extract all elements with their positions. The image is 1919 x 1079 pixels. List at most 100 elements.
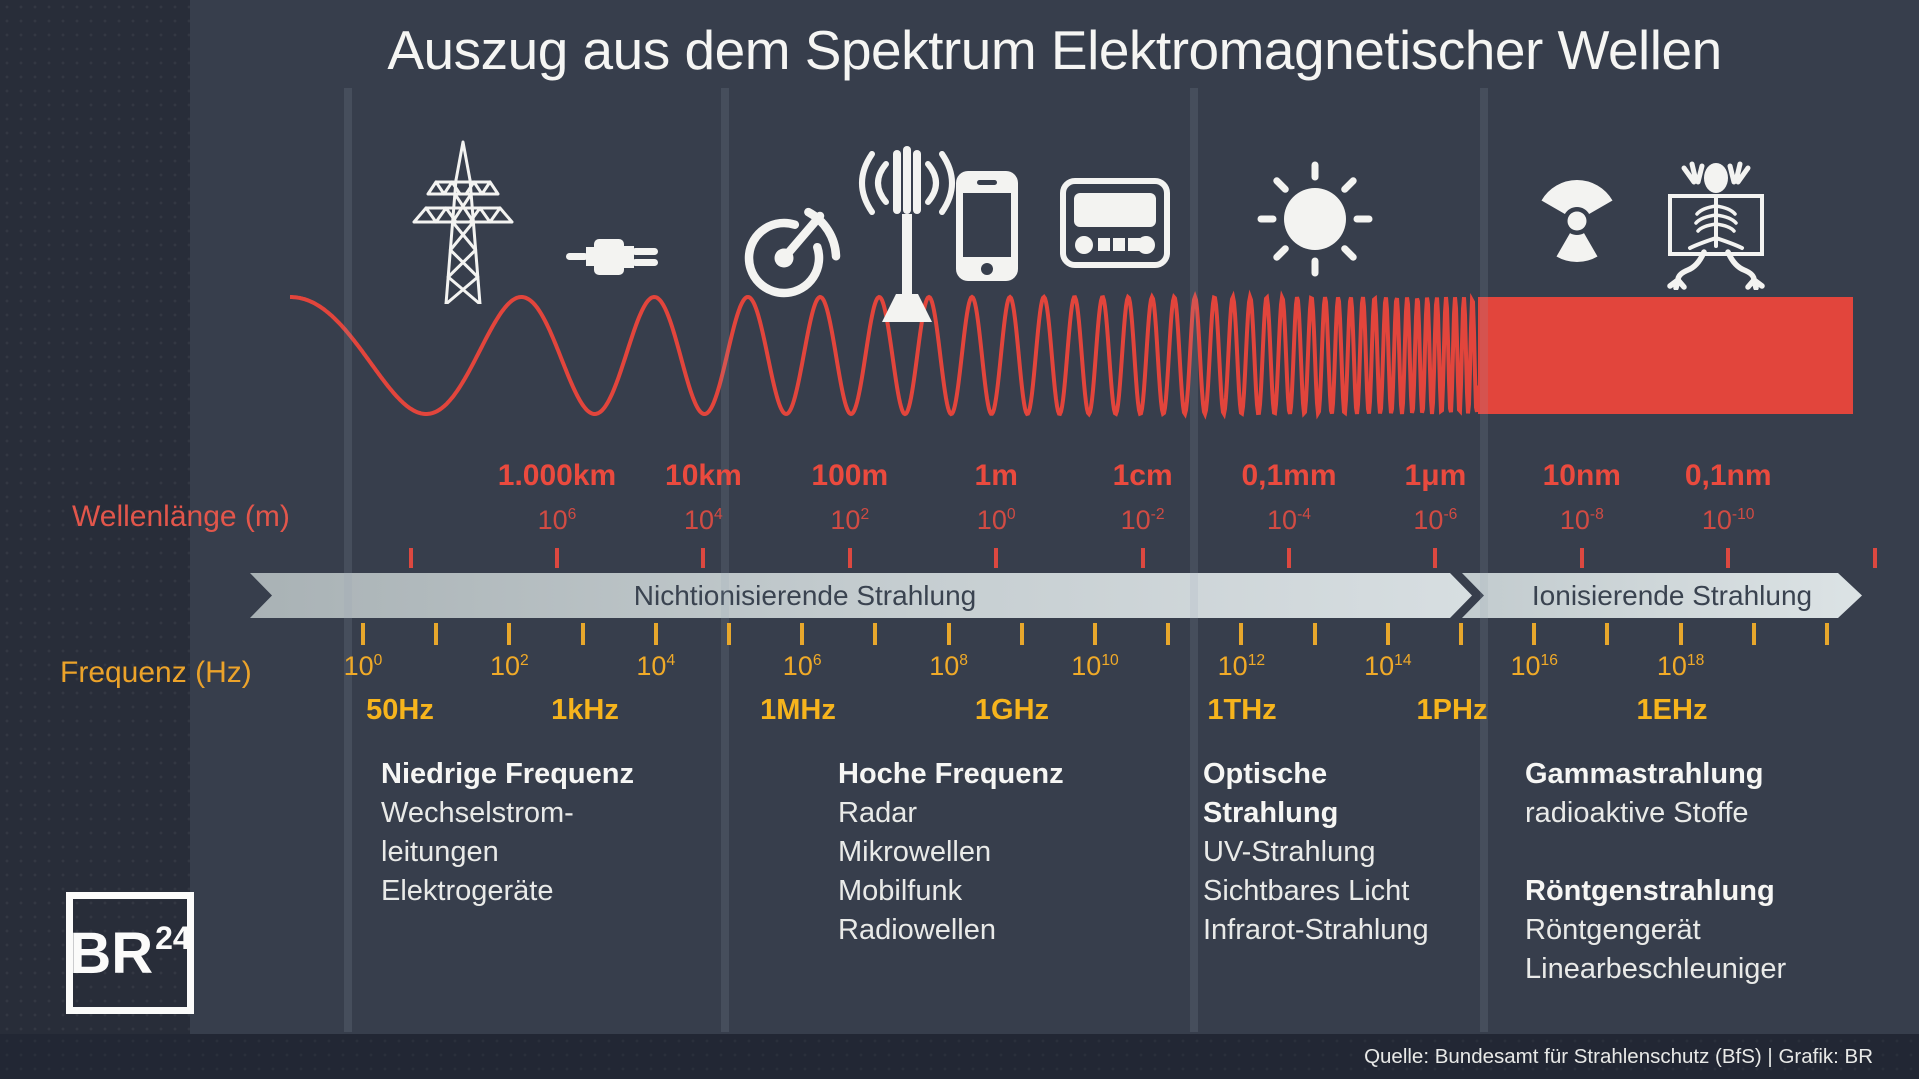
frequency-milestone: 1EHz — [1636, 694, 1708, 726]
wavelength-power: 104 — [684, 505, 723, 535]
wavelength-value: 0,1mm — [1241, 459, 1337, 492]
radio-icon — [1060, 178, 1170, 268]
band-ionizing-label: Ionisierende Strahlung — [1531, 580, 1813, 611]
wavelength-tick — [1287, 548, 1291, 568]
wavelength-axis-label: Wellenlänge (m) — [72, 500, 290, 533]
band-nonionizing-label: Nichtionisierende Strahlung — [633, 580, 977, 611]
category-title: Niedrige Frequenz — [381, 758, 634, 790]
frequency-axis-label: Frequenz (Hz) — [60, 656, 252, 689]
frequency-tick — [946, 623, 951, 645]
category-block: Gammastrahlung radioaktive Stoffe Röntgens… — [1525, 755, 1786, 989]
frequency-power: 100 — [343, 651, 383, 681]
category-title: Röntgenstrahlung — [1525, 875, 1775, 907]
br24-logo: BR 24 — [66, 892, 194, 1014]
category-item: Infrarot-Strahlung — [1203, 914, 1429, 946]
source-credit: Quelle: Bundesamt für Strahlenschutz (Bf… — [1364, 1045, 1873, 1068]
wavelength-power: 100 — [976, 505, 1016, 535]
frequency-tick — [800, 623, 805, 645]
band-nonionizing: Nichtionisierende Strahlung — [250, 573, 1472, 618]
frequency-tick — [873, 623, 878, 645]
frequency-tick — [1312, 623, 1317, 645]
frequency-tick — [1019, 623, 1024, 645]
frequency-tick — [580, 623, 585, 645]
wavelength-power: 10-6 — [1413, 505, 1458, 535]
frequency-tick — [361, 623, 365, 645]
wavelength-tick — [1579, 548, 1584, 568]
frequency-power: 1012 — [1217, 651, 1266, 681]
x-ray-frog-icon — [1667, 161, 1765, 290]
category-item: UV-Strahlung — [1203, 836, 1376, 868]
section-divider — [344, 88, 352, 1032]
category-item: leitungen — [381, 836, 499, 868]
category-item: radioaktive Stoffe — [1525, 797, 1749, 829]
wavelength-value: 0,1nm — [1684, 459, 1772, 492]
wavelength-tick — [701, 548, 706, 568]
section-divider — [1480, 88, 1488, 1032]
br24-logo-main: BR — [69, 920, 154, 986]
section-divider — [1190, 88, 1198, 1032]
radar-icon — [744, 207, 841, 298]
wavelength-power: 10-2 — [1120, 505, 1165, 535]
frequency-milestone: 1THz — [1207, 694, 1277, 726]
frequency-tick — [434, 623, 439, 645]
sun-icon — [1257, 161, 1373, 277]
wavelength-value: 1cm — [1112, 459, 1173, 492]
wavelength-value: 10nm — [1542, 459, 1621, 492]
band-ionizing: Ionisierende Strahlung — [1462, 573, 1862, 618]
frequency-tick — [1605, 623, 1610, 645]
category-group: Röntgenstrahlung Röntgengerät Linearbeschl… — [1525, 872, 1786, 989]
frequency-tick — [1239, 623, 1244, 645]
category-group: Niedrige Frequenz Wechselstrom-leitungen E… — [381, 755, 634, 911]
wavelength-tick — [1726, 548, 1731, 568]
category-block: Optische Strahlung UV-Strahlung Sichtbares … — [1203, 755, 1429, 950]
wavelength-value: 1m — [974, 459, 1018, 492]
frequency-power: 1014 — [1364, 651, 1412, 681]
wavelength-value: 1.000km — [497, 459, 617, 492]
category-group: Gammastrahlung radioaktive Stoffe — [1525, 755, 1786, 833]
radioactivity-icon — [1541, 180, 1613, 262]
wavelength-tick — [408, 548, 413, 568]
category-block: Hoche Frequenz Radar Mikrowellen Mobilfunk R… — [838, 755, 1064, 950]
power-line-tower-icon — [412, 140, 514, 304]
bottom-bar: Quelle: Bundesamt für Strahlenschutz (Bf… — [0, 1034, 1919, 1079]
section-divider — [721, 88, 729, 1032]
wavelength-power: 102 — [830, 505, 870, 535]
frequency-tick — [1532, 623, 1537, 645]
category-item: Sichtbares Licht — [1203, 875, 1410, 907]
frequency-milestone: 1kHz — [551, 694, 619, 726]
frequency-power: 106 — [782, 651, 822, 681]
frequency-tick — [1166, 623, 1171, 645]
frequency-power: 104 — [636, 651, 676, 681]
category-title: Hoche Frequenz — [838, 758, 1064, 790]
wavelength-power: 10-8 — [1559, 505, 1604, 535]
frequency-tick — [1093, 623, 1097, 645]
category-item: Radar — [838, 797, 917, 829]
category-item: Mikrowellen — [838, 836, 992, 868]
smartphone-icon — [956, 171, 1018, 281]
frequency-power: 1016 — [1510, 651, 1558, 681]
category-item: Wechselstrom- — [381, 797, 574, 829]
frequency-milestone: 1MHz — [760, 694, 836, 726]
br24-logo-sup: 24 — [155, 919, 191, 956]
wavelength-tick — [1140, 548, 1145, 568]
power-plug-icon — [566, 239, 658, 275]
wavelength-tick — [555, 548, 559, 568]
frequency-tick — [1751, 623, 1756, 645]
frequency-milestone: 1GHz — [974, 694, 1050, 726]
category-item: Radiowellen — [838, 914, 996, 946]
left-panel — [0, 0, 190, 1079]
category-group: Optische Strahlung UV-Strahlung Sichtbares … — [1203, 755, 1429, 950]
wavelength-power: 10-10 — [1701, 505, 1755, 535]
frequency-milestone: 50Hz — [366, 694, 434, 726]
wavelength-value: 100m — [811, 459, 889, 492]
category-item: Elektrogeräte — [381, 875, 554, 907]
wavelength-value: 10km — [665, 459, 742, 492]
wavelength-power: 10-4 — [1267, 505, 1311, 535]
frequency-power: 102 — [490, 651, 529, 681]
cell-tower-icon — [859, 146, 955, 322]
page-title: Auszug aus dem Spektrum Elektromagnetisc… — [387, 19, 1722, 81]
wavelength-value: 1μm — [1404, 459, 1467, 492]
frequency-tick — [1459, 623, 1463, 645]
frequency-power: 108 — [929, 651, 968, 681]
